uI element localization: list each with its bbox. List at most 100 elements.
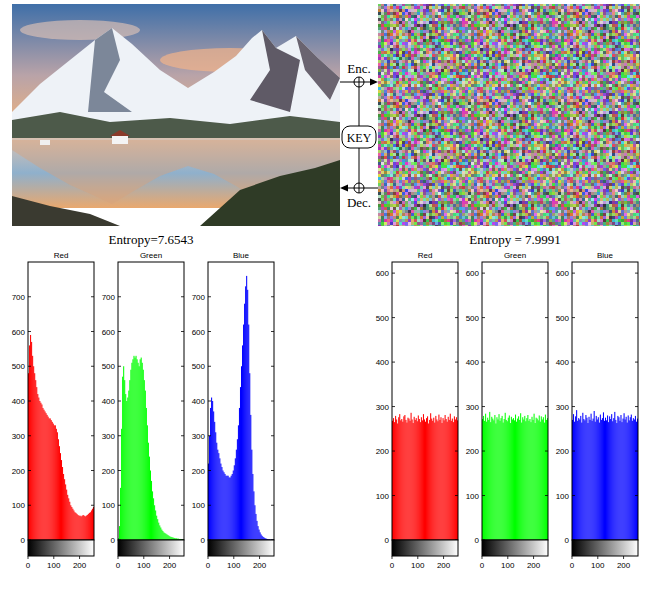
histogram-bar (139, 366, 140, 540)
histogram-bar (618, 417, 619, 540)
histogram-bar (152, 491, 153, 540)
histogram-bar (161, 530, 162, 540)
y-tick-label: 100 (556, 492, 570, 501)
histogram-bar (489, 412, 490, 540)
histogram-bar (413, 423, 414, 540)
histogram-bar (212, 401, 213, 540)
dec-arrowhead (340, 185, 348, 192)
histogram-bar (499, 414, 500, 540)
histogram-bar (50, 418, 51, 540)
y-tick-label: 300 (192, 432, 206, 441)
histogram-bar (522, 417, 523, 540)
histogram-bar (41, 404, 42, 540)
histogram-bar (166, 534, 167, 540)
histogram-bar (509, 415, 510, 540)
histogram-bar (90, 512, 91, 540)
histogram-bar (536, 418, 537, 540)
histogram-bar (420, 422, 421, 540)
histogram-bar (143, 370, 144, 540)
enc-arrowhead (370, 79, 378, 86)
histogram-bar (421, 417, 422, 540)
histogram-bar (491, 417, 492, 540)
histogram-bar (236, 450, 237, 540)
histogram-panel: 01002003004005006007000100200Red (12, 251, 94, 570)
histogram-bar (627, 423, 628, 540)
key-box (342, 126, 376, 148)
histogram-bar (574, 422, 575, 540)
histogram-bar (595, 422, 596, 540)
histogram-bar (74, 512, 75, 540)
histogram-bar (605, 418, 606, 540)
histogram-bar (524, 416, 525, 540)
histogram-bar (455, 419, 456, 540)
grey-scale-bar (572, 540, 638, 556)
y-tick-label: 0 (111, 536, 116, 545)
panel-title: Blue (233, 251, 250, 260)
histogram-bar (219, 458, 220, 540)
x-tick-label: 200 (527, 561, 541, 570)
histogram-bar (256, 521, 257, 540)
grey-scale-bar (392, 540, 458, 556)
x-tick-label: 100 (591, 561, 605, 570)
histogram-bar (514, 420, 515, 540)
y-tick-label: 0 (475, 536, 480, 545)
histogram-bar (149, 457, 150, 540)
histogram-bar (129, 380, 130, 540)
x-tick-label: 200 (617, 561, 631, 570)
histogram-bar (599, 423, 600, 540)
y-tick-label: 0 (385, 536, 390, 545)
histogram-bar (393, 418, 394, 540)
plot-background (392, 262, 458, 540)
histogram-bar (492, 419, 493, 540)
histogram-bar (622, 422, 623, 540)
histogram-panel: 01002003004005006007000100200Blue (192, 251, 274, 570)
enc-label: Enc. (347, 61, 370, 76)
histogram-bar (448, 417, 449, 540)
histogram-bar (437, 421, 438, 540)
histogram-bar (153, 498, 154, 540)
histogram-bar (228, 476, 229, 540)
histogram-bar (135, 358, 136, 540)
y-tick-label: 400 (12, 397, 26, 406)
histogram-bar (142, 363, 143, 540)
histogram-bar (63, 474, 64, 540)
y-tick-label: 100 (192, 501, 206, 510)
plot-frame (28, 262, 94, 540)
histogram-bar (503, 423, 504, 540)
histogram-bar (160, 527, 161, 540)
histogram-bar (121, 429, 122, 540)
histogram-bar (209, 436, 210, 540)
bars (28, 335, 94, 540)
histogram-bar (241, 366, 242, 540)
histogram-bar (216, 443, 217, 540)
histogram-bar (220, 464, 221, 540)
histogram-bar (33, 366, 34, 540)
histogram-bar (615, 420, 616, 540)
histogram-bar (497, 419, 498, 540)
histogram-bar (539, 415, 540, 540)
entropy-label: Entropy=7.6543 (109, 232, 194, 247)
histogram-bar (215, 432, 216, 540)
roof (110, 130, 130, 136)
histogram-bar (541, 416, 542, 540)
histogram-bar (515, 415, 516, 540)
histogram-bar (592, 421, 593, 540)
histogram-bar (418, 415, 419, 540)
y-tick-label: 600 (102, 328, 116, 337)
histogram-bar (436, 419, 437, 540)
histogram-bar (229, 477, 230, 540)
histogram-bar (635, 416, 636, 540)
histogram-bar (573, 414, 574, 540)
histogram-bar (583, 419, 584, 540)
histogram-bar (242, 345, 243, 540)
x-tick-label: 100 (411, 561, 425, 570)
histogram-bar (234, 465, 235, 540)
dec-arrow (346, 188, 378, 189)
histogram-bar (39, 401, 40, 540)
histogram-bar (87, 515, 88, 540)
histogram-bar (419, 419, 420, 540)
histogram-bar (533, 420, 534, 540)
histogram-bar (617, 416, 618, 540)
histogram-bar (604, 421, 605, 540)
histogram-bar (78, 515, 79, 540)
